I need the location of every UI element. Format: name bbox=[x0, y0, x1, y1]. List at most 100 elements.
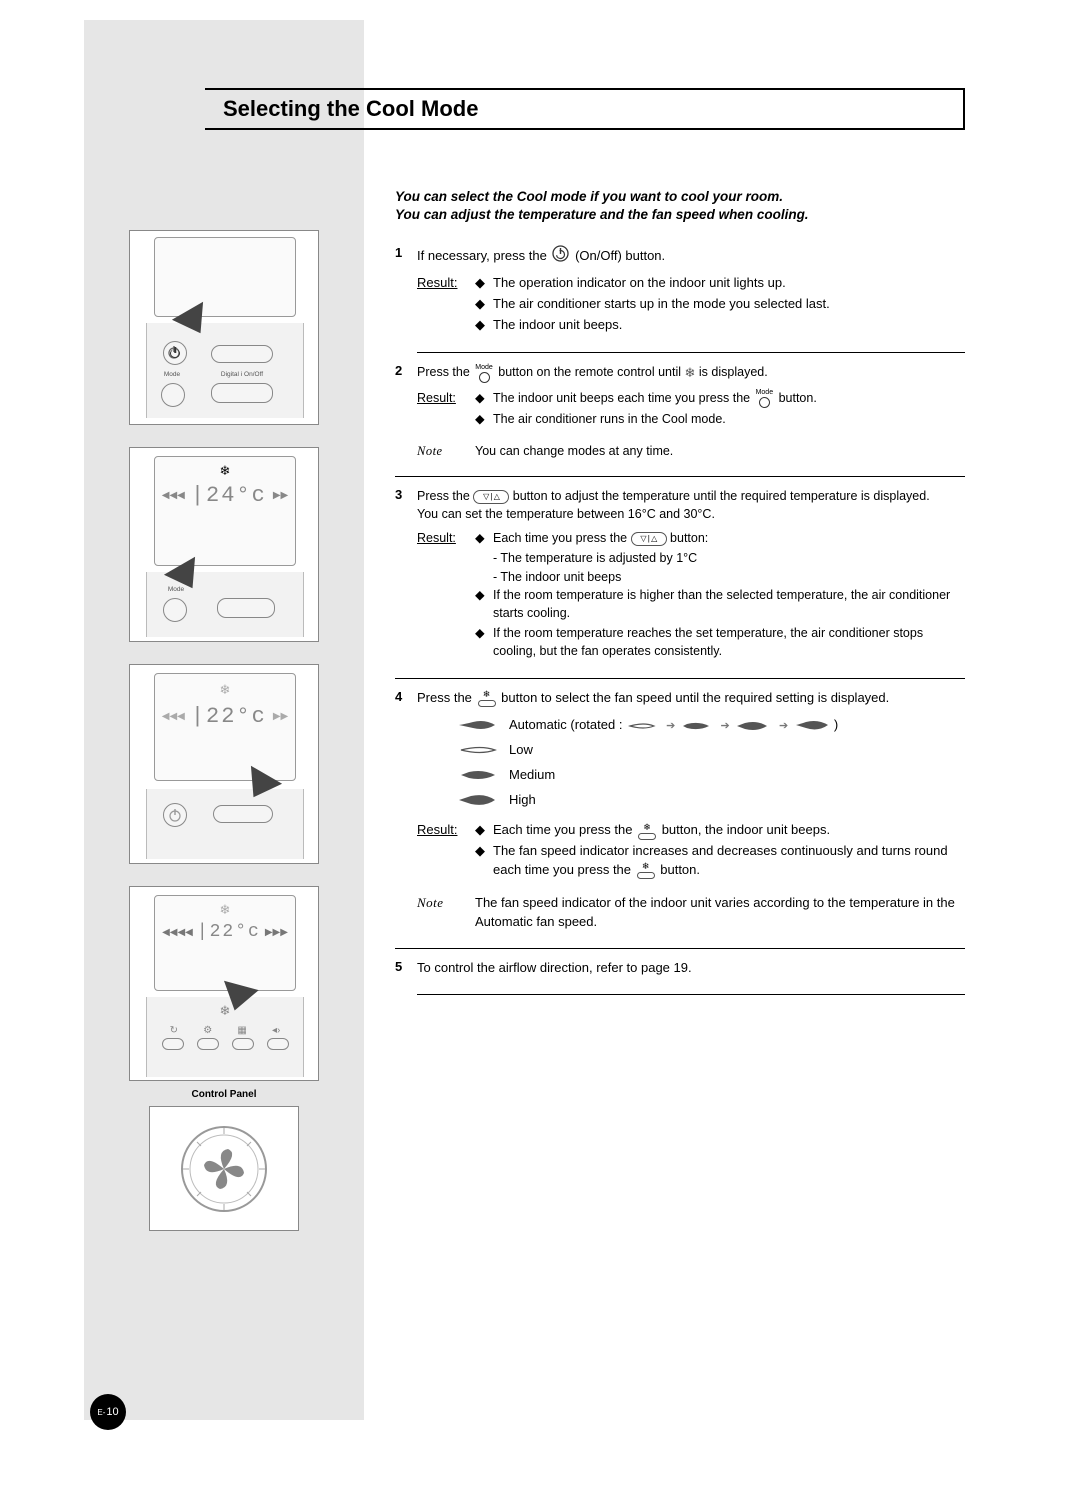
remote-illustration-2: ❄ ◀◀◀ |24°c ▶▶ Mode bbox=[129, 447, 319, 642]
bullet-diamond: ◆ bbox=[475, 316, 493, 335]
fan-speed-high-icon bbox=[457, 793, 497, 807]
control-panel-label: Control Panel bbox=[84, 1089, 364, 1100]
step-5: 5 To control the airflow direction, refe… bbox=[395, 959, 965, 978]
fan-speed-low-icon bbox=[628, 720, 656, 732]
bullet-text: button. bbox=[775, 391, 817, 405]
arrow-icon: ➔ bbox=[666, 719, 675, 735]
mode-label: Mode bbox=[157, 371, 187, 378]
mode-button-icon: Mode bbox=[756, 389, 774, 408]
separator bbox=[395, 476, 965, 477]
remote-illustration-1: Mode Digital i On/Off bbox=[129, 230, 319, 425]
bullet-text: The indoor unit beeps. bbox=[493, 316, 965, 335]
temperature-button-icon bbox=[473, 490, 509, 504]
step-1: 1 If necessary, press the (On/Off) butto… bbox=[395, 245, 965, 336]
note-label: Note bbox=[417, 894, 475, 932]
bullet-text: Each time you press the bbox=[493, 531, 631, 545]
bullet-diamond: ◆ bbox=[475, 821, 493, 840]
mode-icon-label: Mode bbox=[756, 389, 774, 396]
bullet-diamond: ◆ bbox=[475, 529, 493, 547]
speed-label: Medium bbox=[509, 766, 555, 785]
sub-bullet: - The temperature is adjusted by 1°C bbox=[475, 549, 965, 567]
fan-speed-med-icon bbox=[681, 720, 711, 732]
step1-text-b: (On/Off) button. bbox=[575, 248, 665, 263]
separator bbox=[395, 948, 965, 949]
page-number-badge: E-10 bbox=[90, 1394, 126, 1430]
bullet-diamond: ◆ bbox=[475, 389, 493, 408]
power-icon bbox=[552, 245, 569, 268]
note-text: You can change modes at any time. bbox=[475, 442, 965, 460]
step2-text-b: button on the remote control until bbox=[498, 365, 684, 379]
speed-label: High bbox=[509, 791, 536, 810]
arrow-icon: ➔ bbox=[779, 719, 788, 735]
left-column: Mode Digital i On/Off ❄ ◀◀◀ |24°c ▶▶ Mod… bbox=[84, 20, 364, 1420]
step3-text-c: You can set the temperature between 16°C… bbox=[417, 505, 965, 523]
speed-row-high: High bbox=[457, 791, 965, 810]
speed-label-end: ) bbox=[834, 716, 838, 735]
separator bbox=[417, 994, 965, 995]
step3-text-b: button to adjust the temperature until t… bbox=[513, 489, 930, 503]
step-number: 3 bbox=[395, 487, 417, 662]
speed-row-medium: Medium bbox=[457, 766, 965, 785]
step-number: 1 bbox=[395, 245, 417, 336]
note-text: The fan speed indicator of the indoor un… bbox=[475, 894, 965, 932]
result-label: Result: bbox=[417, 274, 475, 337]
page-prefix: E- bbox=[97, 1408, 105, 1417]
bullet-text: If the room temperature is higher than t… bbox=[493, 586, 965, 622]
bullet-diamond: ◆ bbox=[475, 586, 493, 622]
fan-button-icon: ❄ bbox=[637, 862, 655, 879]
step-2: 2 Press the Mode button on the remote co… bbox=[395, 363, 965, 460]
fan-speed-high-icon bbox=[794, 719, 830, 732]
mode-icon-label: Mode bbox=[475, 364, 493, 371]
step-number: 4 bbox=[395, 689, 417, 932]
intro-line-1: You can select the Cool mode if you want… bbox=[395, 188, 945, 206]
fan-dial-icon bbox=[179, 1124, 269, 1214]
intro-line-2: You can adjust the temperature and the f… bbox=[395, 206, 945, 224]
bullet-diamond: ◆ bbox=[475, 295, 493, 314]
step4-text-a: Press the bbox=[417, 690, 476, 705]
step1-text-a: If necessary, press the bbox=[417, 248, 550, 263]
fan-speed-med-icon bbox=[457, 768, 497, 782]
speed-label: Automatic (rotated : bbox=[509, 716, 622, 735]
speed-row-auto: Automatic (rotated : ➔ ➔ ➔ ) bbox=[457, 716, 965, 735]
fan-speed-low-icon bbox=[457, 743, 497, 757]
bullet-diamond: ◆ bbox=[475, 410, 493, 428]
separator bbox=[395, 678, 965, 679]
bullet-text: button, the indoor unit beeps. bbox=[658, 822, 830, 837]
content-area: 1 If necessary, press the (On/Off) butto… bbox=[395, 235, 965, 1005]
bullet-diamond: ◆ bbox=[475, 624, 493, 660]
result-label: Result: bbox=[417, 529, 475, 662]
bullet-text: button. bbox=[657, 862, 700, 877]
lcd-temp-22a: |22°c bbox=[191, 704, 267, 729]
result-label: Result: bbox=[417, 821, 475, 882]
step2-text-a: Press the bbox=[417, 365, 473, 379]
bullet-text: The air conditioner starts up in the mod… bbox=[493, 295, 965, 314]
intro-text: You can select the Cool mode if you want… bbox=[395, 188, 945, 224]
bullet-text: If the room temperature reaches the set … bbox=[493, 624, 965, 660]
step-3: 3 Press the button to adjust the tempera… bbox=[395, 487, 965, 662]
step5-text: To control the airflow direction, refer … bbox=[417, 959, 965, 978]
note-label: Note bbox=[417, 442, 475, 460]
bullet-text: The air conditioner runs in the Cool mod… bbox=[493, 410, 965, 428]
sub-bullet: - The indoor unit beeps bbox=[475, 568, 965, 586]
fan-button-icon: ❄ bbox=[638, 823, 656, 840]
step4-text-b: button to select the fan speed until the… bbox=[501, 690, 889, 705]
step-number: 5 bbox=[395, 959, 417, 978]
bullet-diamond: ◆ bbox=[475, 842, 493, 880]
control-panel-illustration bbox=[149, 1106, 299, 1231]
bullet-text: The fan speed indicator increases and de… bbox=[493, 843, 948, 877]
step2-text-c: is displayed. bbox=[699, 365, 768, 379]
step-number: 2 bbox=[395, 363, 417, 460]
remote-illustration-3: ❄ ◀◀◀ |22°c ▶▶ bbox=[129, 664, 319, 864]
digital-label: Digital i On/Off bbox=[203, 371, 281, 378]
arrow-icon: ➔ bbox=[721, 719, 730, 735]
remote-illustration-4: ❄ ◀◀◀◀ |22°c ▶▶▶ ❄ ↻ ⚙ ▦ ◂› bbox=[129, 886, 319, 1081]
step3-text-a: Press the bbox=[417, 489, 473, 503]
temperature-button-icon bbox=[631, 532, 667, 546]
fan-button-icon: ❄ bbox=[478, 690, 496, 707]
page-title-bar: Selecting the Cool Mode bbox=[205, 88, 965, 130]
lcd-temp-24: |24°c bbox=[191, 483, 267, 508]
bullet-text: The indoor unit beeps each time you pres… bbox=[493, 391, 754, 405]
fan-speed-high-icon bbox=[457, 718, 497, 732]
snowflake-icon: ❄ bbox=[685, 364, 696, 383]
result-label: Result: bbox=[417, 389, 475, 430]
